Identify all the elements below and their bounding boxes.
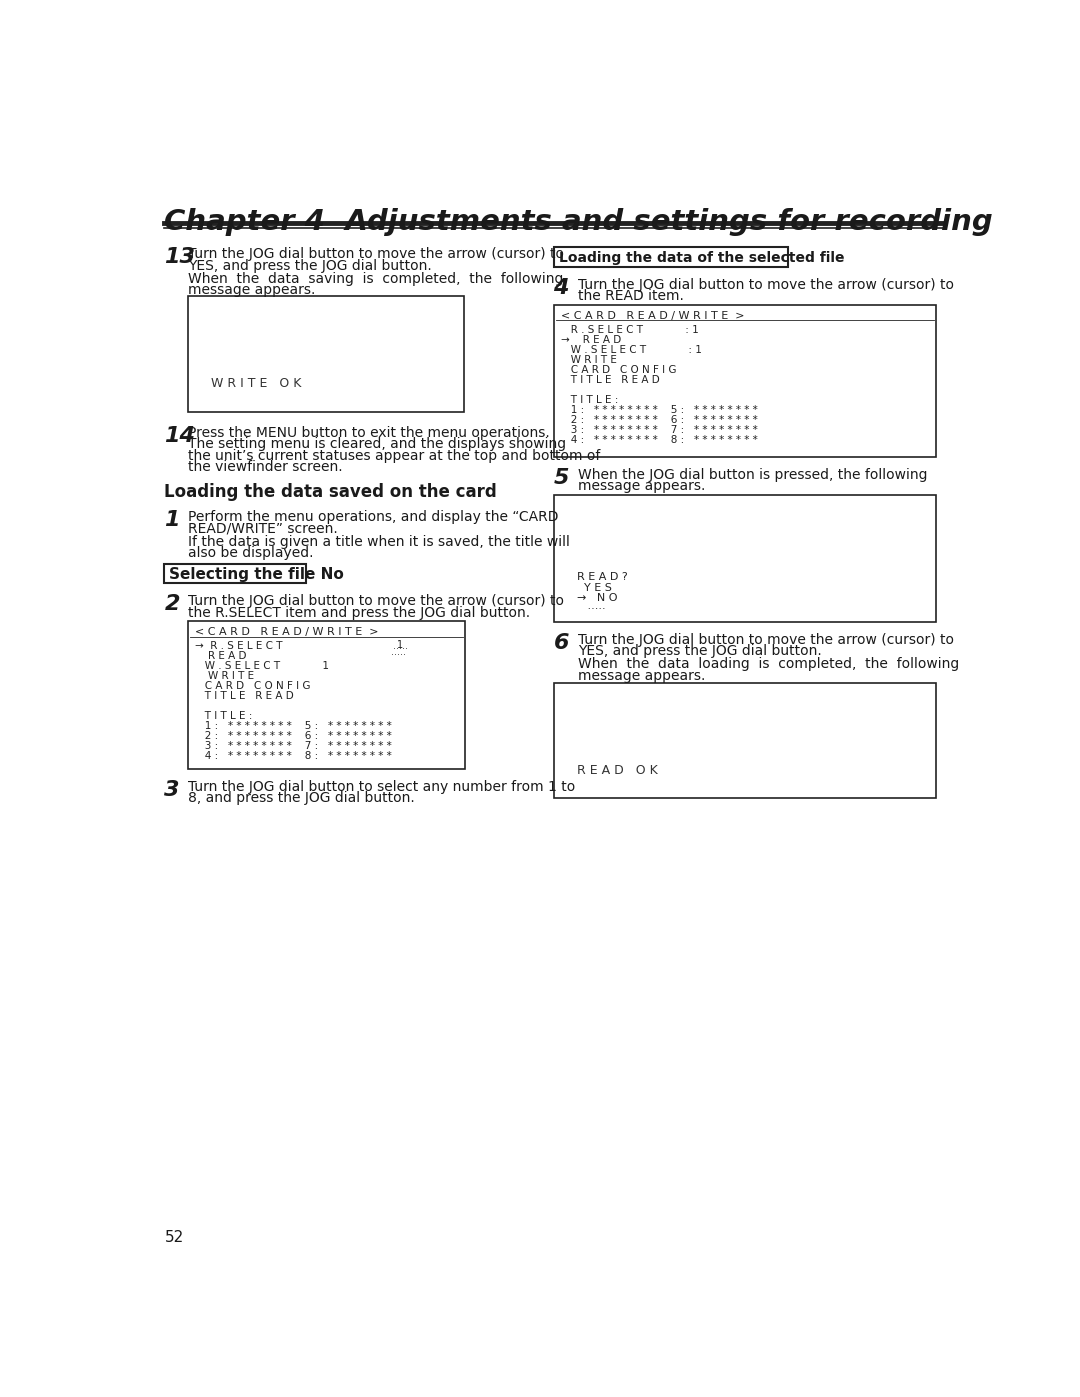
- Text: W R I T E: W R I T E: [195, 671, 255, 682]
- Text: The setting menu is cleared, and the displays showing: The setting menu is cleared, and the dis…: [188, 437, 566, 451]
- Text: ·····: ·····: [393, 644, 408, 654]
- Text: message appears.: message appears.: [578, 669, 705, 683]
- Text: W R I T E   O K: W R I T E O K: [211, 377, 301, 390]
- Text: 1: 1: [164, 510, 180, 531]
- Text: also be displayed.: also be displayed.: [188, 546, 313, 560]
- Text: the READ item.: the READ item.: [578, 289, 684, 303]
- Text: 52: 52: [164, 1231, 184, 1245]
- Bar: [554, 247, 787, 267]
- Text: 4 :   * * * * * * * *    8 :   * * * * * * * *: 4 : * * * * * * * * 8 : * * * * * * * *: [562, 434, 758, 444]
- Text: 2 :   * * * * * * * *    6 :   * * * * * * * *: 2 : * * * * * * * * 6 : * * * * * * * *: [195, 731, 392, 742]
- Text: READ/WRITE” screen.: READ/WRITE” screen.: [188, 522, 337, 536]
- Text: Press the MENU button to exit the menu operations.: Press the MENU button to exit the menu o…: [188, 426, 550, 440]
- Bar: [188, 622, 465, 768]
- Text: 3 :   * * * * * * * *    7 :   * * * * * * * *: 3 : * * * * * * * * 7 : * * * * * * * *: [195, 742, 392, 752]
- Bar: [554, 683, 936, 798]
- Text: Selecting the file No: Selecting the file No: [170, 567, 343, 583]
- Text: Perform the menu operations, and display the “CARD: Perform the menu operations, and display…: [188, 510, 558, 524]
- Text: 13: 13: [164, 247, 195, 267]
- Text: T I T L E   R E A D: T I T L E R E A D: [195, 692, 294, 701]
- Text: R E A D ?: R E A D ?: [577, 571, 627, 583]
- Bar: [554, 495, 936, 622]
- Text: the unit’s current statuses appear at the top and bottom of: the unit’s current statuses appear at th…: [188, 448, 600, 462]
- Text: Turn the JOG dial button to move the arrow (cursor) to: Turn the JOG dial button to move the arr…: [188, 247, 564, 261]
- Text: C A R D   C O N F I G: C A R D C O N F I G: [195, 682, 311, 692]
- Text: R E A D: R E A D: [195, 651, 247, 661]
- Text: 4 :   * * * * * * * *    8 :   * * * * * * * *: 4 : * * * * * * * * 8 : * * * * * * * *: [195, 752, 392, 761]
- Text: 5: 5: [554, 468, 569, 488]
- Text: Loading the data of the selected file: Loading the data of the selected file: [559, 251, 845, 265]
- Text: message appears.: message appears.: [188, 284, 315, 298]
- Text: 8, and press the JOG dial button.: 8, and press the JOG dial button.: [188, 791, 415, 805]
- Text: Y E S: Y E S: [577, 583, 611, 592]
- Text: Turn the JOG dial button to move the arrow (cursor) to: Turn the JOG dial button to move the arr…: [578, 278, 955, 292]
- Text: 14: 14: [164, 426, 195, 446]
- Text: the viewfinder screen.: the viewfinder screen.: [188, 460, 342, 474]
- Text: 2: 2: [164, 594, 180, 615]
- Text: When the JOG dial button is pressed, the following: When the JOG dial button is pressed, the…: [578, 468, 928, 482]
- Text: ·····: ·····: [577, 605, 606, 615]
- Bar: [554, 305, 936, 457]
- Text: the R.SELECT item and press the JOG dial button.: the R.SELECT item and press the JOG dial…: [188, 606, 530, 620]
- Text: W . S E L E C T             : 1: W . S E L E C T : 1: [562, 345, 702, 355]
- Text: 4: 4: [554, 278, 569, 298]
- Text: →   N O: → N O: [577, 594, 618, 604]
- Text: When  the  data  saving  is  completed,  the  following: When the data saving is completed, the f…: [188, 271, 563, 285]
- Text: YES, and press the JOG dial button.: YES, and press the JOG dial button.: [188, 258, 431, 272]
- Bar: [164, 564, 306, 584]
- Text: message appears.: message appears.: [578, 479, 705, 493]
- Text: 1 :   * * * * * * * *    5 :   * * * * * * * *: 1 : * * * * * * * * 5 : * * * * * * * *: [195, 721, 392, 731]
- Text: 3: 3: [164, 780, 180, 800]
- Text: →  R . S E L E C T: → R . S E L E C T: [195, 641, 283, 651]
- Text: If the data is given a title when it is saved, the title will: If the data is given a title when it is …: [188, 535, 569, 549]
- Text: 1 :   * * * * * * * *    5 :   * * * * * * * *: 1 : * * * * * * * * 5 : * * * * * * * *: [562, 405, 758, 415]
- Text: T I T L E   R E A D: T I T L E R E A D: [562, 374, 660, 384]
- Text: →    R E A D: → R E A D: [562, 335, 621, 345]
- Text: YES, and press the JOG dial button.: YES, and press the JOG dial button.: [578, 644, 822, 658]
- Text: When  the  data  loading  is  completed,  the  following: When the data loading is completed, the …: [578, 658, 959, 672]
- Text: C A R D   C O N F I G: C A R D C O N F I G: [562, 365, 677, 374]
- Text: 2 :   * * * * * * * *    6 :   * * * * * * * *: 2 : * * * * * * * * 6 : * * * * * * * *: [562, 415, 758, 425]
- Text: Loading the data saved on the card: Loading the data saved on the card: [164, 483, 497, 502]
- Text: R E A D   O K: R E A D O K: [577, 764, 658, 777]
- Text: Turn the JOG dial button to move the arrow (cursor) to: Turn the JOG dial button to move the arr…: [188, 594, 564, 608]
- Text: W . S E L E C T             1: W . S E L E C T 1: [195, 661, 329, 671]
- Text: Chapter 4  Adjustments and settings for recording: Chapter 4 Adjustments and settings for r…: [164, 208, 994, 236]
- Text: 3 :   * * * * * * * *    7 :   * * * * * * * *: 3 : * * * * * * * * 7 : * * * * * * * *: [562, 425, 758, 434]
- Text: < C A R D   R E A D / W R I T E  >: < C A R D R E A D / W R I T E >: [195, 627, 379, 637]
- Text: Turn the JOG dial button to select any number from 1 to: Turn the JOG dial button to select any n…: [188, 780, 575, 793]
- Text: R . S E L E C T             : 1: R . S E L E C T : 1: [562, 324, 699, 335]
- Text: T I T L E :: T I T L E :: [562, 395, 619, 405]
- Text: T I T L E :: T I T L E :: [195, 711, 253, 721]
- Text: 6: 6: [554, 633, 569, 652]
- Text: ·····: ·····: [391, 650, 406, 659]
- Text: 1: 1: [397, 640, 403, 650]
- Text: W R I T E: W R I T E: [562, 355, 617, 365]
- Text: Turn the JOG dial button to move the arrow (cursor) to: Turn the JOG dial button to move the arr…: [578, 633, 955, 647]
- Bar: [188, 296, 463, 412]
- Text: < C A R D   R E A D / W R I T E  >: < C A R D R E A D / W R I T E >: [562, 312, 745, 321]
